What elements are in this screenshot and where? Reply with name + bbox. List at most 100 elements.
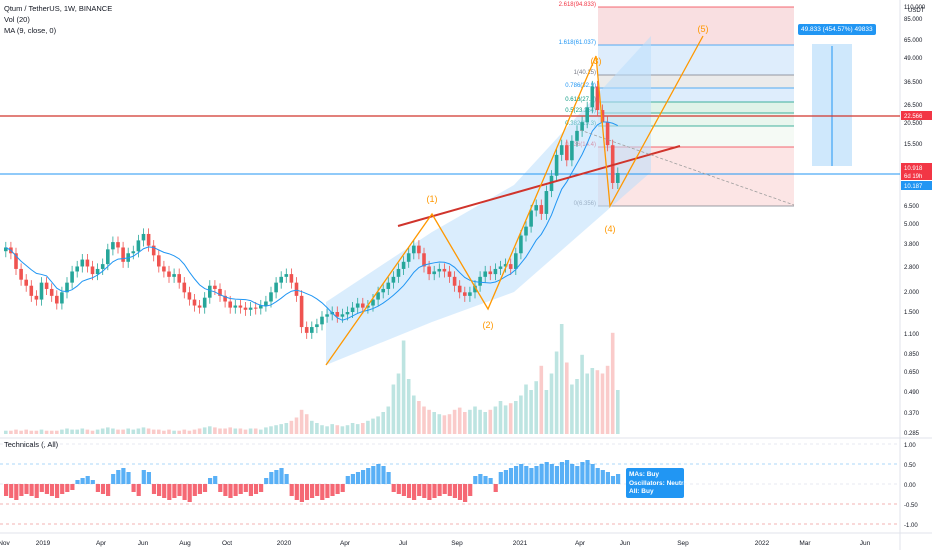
candle xyxy=(488,271,493,275)
technicals-bar xyxy=(554,466,559,484)
candle xyxy=(248,307,253,310)
candle xyxy=(355,303,360,308)
volume-bar xyxy=(330,424,334,434)
candle xyxy=(60,292,64,304)
technicals-bar xyxy=(503,470,508,484)
candle xyxy=(585,107,589,123)
technicals-bar xyxy=(29,484,34,496)
candle xyxy=(544,191,549,214)
price-tick: 0.650 xyxy=(904,370,920,376)
price-label-bg xyxy=(901,171,932,180)
candle xyxy=(412,245,416,254)
technicals-bar xyxy=(437,484,442,496)
technicals-bar xyxy=(600,470,605,484)
price-tick: 49.000 xyxy=(904,56,923,62)
volume-bar xyxy=(167,429,171,434)
time-tick: Sep xyxy=(451,540,463,547)
volume-bar xyxy=(376,416,380,434)
candle xyxy=(182,282,187,293)
candle xyxy=(202,297,207,308)
price-tick: 110.000 xyxy=(904,5,926,11)
technicals-bar xyxy=(605,472,610,484)
candle xyxy=(514,253,518,269)
technicals-bar xyxy=(141,470,146,484)
candle xyxy=(289,274,294,283)
volume-bar xyxy=(34,430,39,434)
technicals-bar xyxy=(590,464,595,484)
oscillator-tick: 0.00 xyxy=(904,483,916,489)
candle xyxy=(391,276,396,283)
candle xyxy=(90,266,95,275)
technicals-bar xyxy=(473,476,478,484)
price-tick: 0.850 xyxy=(904,352,920,358)
technicals-bar xyxy=(264,478,269,484)
technicals-bar xyxy=(136,484,141,496)
volume-bar xyxy=(274,425,278,434)
technicals-bar xyxy=(544,462,549,484)
technicals-bar xyxy=(243,484,248,492)
technicals-bar xyxy=(508,468,514,484)
candle xyxy=(213,285,217,289)
volume-bar xyxy=(335,425,340,434)
technicals-bar xyxy=(274,470,279,484)
volume-bar xyxy=(90,430,95,434)
volume-bar xyxy=(80,428,85,434)
technicals-bar xyxy=(238,484,243,494)
volume-bar xyxy=(478,409,482,434)
fib-label: 0.618(27.2) xyxy=(565,97,596,103)
candle xyxy=(284,274,289,277)
technicals-bar xyxy=(218,484,223,492)
technicals-bar xyxy=(325,484,330,498)
candle xyxy=(274,282,278,293)
technicals-bar xyxy=(202,484,208,492)
candle xyxy=(162,266,166,272)
time-tick: Aug xyxy=(179,540,191,547)
candle xyxy=(468,292,472,296)
oscillators-value: Neutral xyxy=(666,479,689,487)
mas-label: MAs: xyxy=(629,471,645,478)
volume-bar xyxy=(488,409,493,434)
fib-label: 1.618(61.037) xyxy=(559,40,596,46)
time-tick: 2021 xyxy=(513,540,528,547)
volume-bar xyxy=(151,429,156,434)
volume-bar xyxy=(29,430,34,434)
candle xyxy=(340,314,345,317)
oscillators-label: Oscillators: xyxy=(629,479,665,487)
technicals-bar xyxy=(310,484,315,498)
technicals-bar xyxy=(34,484,39,498)
technicals-legend: Technicals (, All) xyxy=(4,440,59,449)
technicals-bar xyxy=(401,484,406,496)
candle xyxy=(4,247,8,252)
candle xyxy=(116,242,120,248)
technicals-bar xyxy=(417,484,422,496)
technicals-bar xyxy=(340,484,345,492)
candle xyxy=(529,210,533,227)
technicals-bar xyxy=(75,480,80,484)
technicals-bar xyxy=(177,484,182,496)
volume-bar xyxy=(595,370,600,434)
volume-bar xyxy=(432,412,436,434)
volume-bar xyxy=(223,428,227,434)
candle xyxy=(539,205,544,214)
price-tick: 36.500 xyxy=(904,80,923,86)
technicals-bar xyxy=(299,484,304,502)
volume-bar xyxy=(549,373,554,434)
technicals-bar xyxy=(519,464,524,484)
volume-bar xyxy=(136,428,141,434)
technicals-bar xyxy=(452,484,457,498)
volume-bar xyxy=(294,417,299,434)
technicals-bar xyxy=(381,466,386,484)
volume-bar xyxy=(131,429,136,434)
candle xyxy=(565,145,569,161)
mas-value: Buy xyxy=(646,471,659,478)
candle xyxy=(157,255,161,267)
volume-bar xyxy=(238,428,243,434)
technicals-bar xyxy=(432,484,437,498)
technicals-bar xyxy=(514,466,519,484)
candle xyxy=(417,245,421,254)
volume-bar xyxy=(228,427,232,434)
volume-bar xyxy=(610,332,615,434)
technicals-bar xyxy=(391,484,396,492)
elliott-label: (4) xyxy=(605,224,616,234)
